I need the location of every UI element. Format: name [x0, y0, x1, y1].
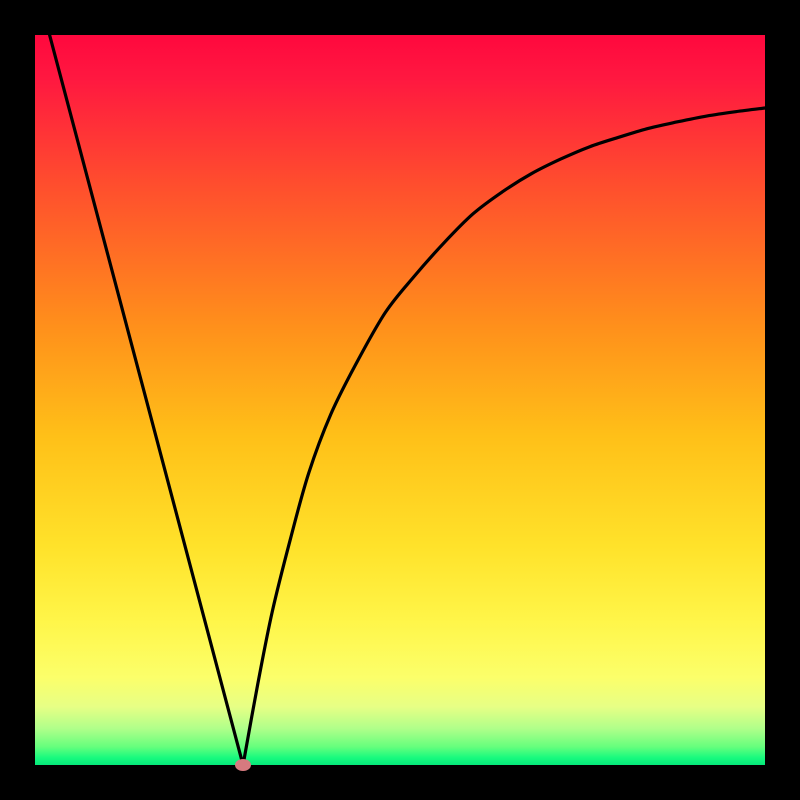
- optimum-marker: [235, 759, 251, 771]
- watermark-text: TheBottleneck.com: [546, 8, 760, 36]
- gradient-background: [35, 35, 765, 765]
- plot-area: [35, 35, 765, 765]
- chart-svg: [35, 35, 765, 765]
